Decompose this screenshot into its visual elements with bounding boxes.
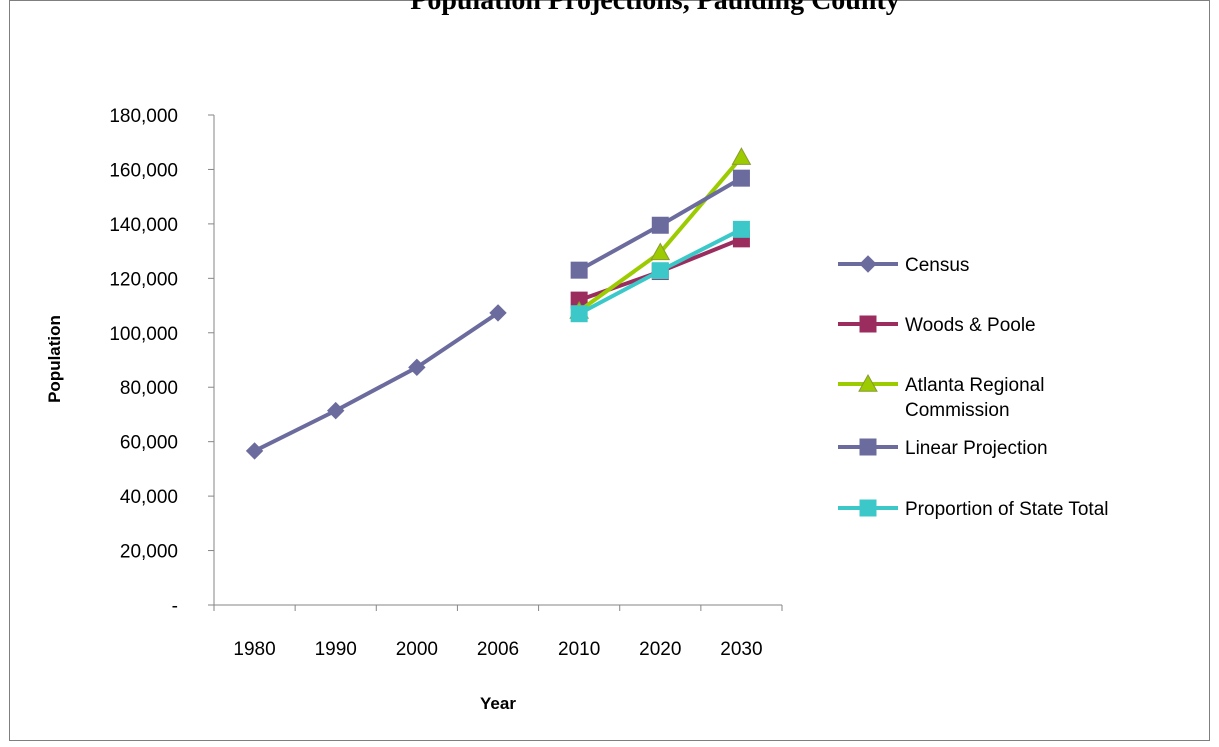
data-point <box>489 304 507 322</box>
y-tick-label: 80,000 <box>120 378 178 399</box>
y-tick-label: 160,000 <box>109 160 178 181</box>
y-axis-ticks: - 20,000 40,000 60,000 80,000 100,000 120,000 1… <box>109 106 214 617</box>
legend-item: Woods & Poole <box>838 315 1036 336</box>
legend-item: Linear Projection <box>838 438 1048 459</box>
series-proportion-of-state-total <box>570 220 750 323</box>
chart-frame <box>9 0 1210 741</box>
x-axis-ticks: 1980 1990 2000 2006 2010 2020 2030 <box>213 605 783 660</box>
legend-swatch-marker <box>859 255 877 273</box>
x-tick-label: 2030 <box>720 639 762 660</box>
legend-item: Atlanta Regional Commission <box>838 373 1044 421</box>
x-tick-label: 1990 <box>315 639 357 660</box>
y-tick-label: 20,000 <box>120 542 178 563</box>
chart-title: Population Projections, Paulding County <box>410 0 900 16</box>
y-tick-label: 40,000 <box>120 487 178 508</box>
x-axis-title: Year <box>480 694 516 713</box>
y-tick-label: 60,000 <box>120 433 178 454</box>
legend-item: Census <box>838 255 969 276</box>
y-axis-title: Population <box>45 315 64 403</box>
y-tick-label: 120,000 <box>109 269 178 290</box>
legend-label: Linear Projection <box>905 438 1048 459</box>
legend-label: Atlanta Regional Commission <box>905 375 1044 421</box>
axes <box>213 115 782 606</box>
series-linear-projection <box>570 169 750 279</box>
x-tick-label: 1980 <box>233 639 275 660</box>
data-point <box>651 262 669 280</box>
x-tick-label: 2006 <box>477 639 519 660</box>
data-point <box>570 261 588 279</box>
legend-label: Census <box>905 255 969 276</box>
series-layer <box>245 147 752 460</box>
data-point <box>732 220 750 238</box>
y-tick-label: 140,000 <box>109 215 178 236</box>
legend-label: Woods & Poole <box>905 315 1036 336</box>
data-point <box>570 305 588 323</box>
legend-swatch-marker <box>859 438 877 456</box>
legend-label: Proportion of State Total <box>905 499 1109 520</box>
legend-label-line: Atlanta Regional <box>905 375 1044 396</box>
legend-swatch-marker <box>859 499 877 517</box>
legend-swatch-marker <box>858 373 878 392</box>
x-tick-label: 2000 <box>396 639 438 660</box>
legend-label-line: Commission <box>905 400 1010 421</box>
data-point <box>327 401 345 420</box>
x-tick-label: 2010 <box>558 639 600 660</box>
data-point <box>731 147 752 165</box>
data-point <box>245 442 264 460</box>
legend: Census Woods & Poole Atlanta Regional Commi… <box>838 255 1109 520</box>
series-census <box>245 304 507 460</box>
y-tick-label: 180,000 <box>109 106 178 127</box>
y-tick-label: - <box>172 596 178 617</box>
x-tick-label: 2020 <box>639 639 681 660</box>
data-point <box>650 242 671 261</box>
data-point <box>408 358 426 377</box>
data-point <box>651 216 669 234</box>
series-line <box>253 311 500 453</box>
data-point <box>732 169 750 187</box>
legend-item: Proportion of State Total <box>838 499 1109 520</box>
legend-swatch-marker <box>859 315 877 333</box>
y-tick-label: 100,000 <box>109 324 178 345</box>
